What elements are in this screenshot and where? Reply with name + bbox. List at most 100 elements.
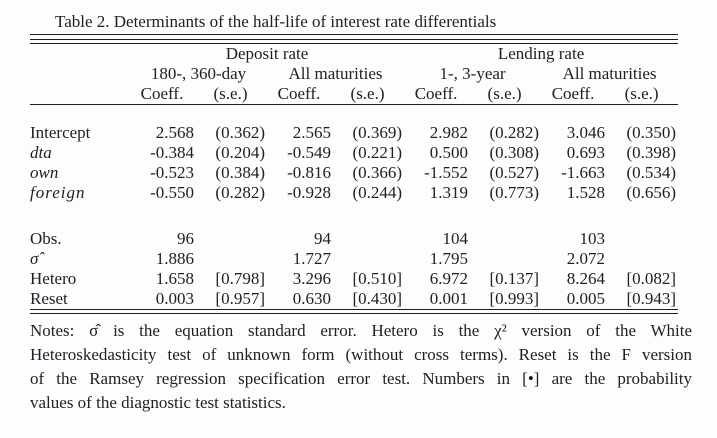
corner-cell (30, 44, 130, 64)
table-cell: (0.398) (626, 143, 677, 162)
subgroup-header-1-3-year: 1-, 3-year (439, 64, 506, 83)
group-header-row: Deposit rate Lending rate (30, 44, 678, 64)
subgroup-header-all-maturities-deposit: All maturities (288, 64, 383, 83)
table-cell (605, 229, 678, 249)
table-cell: [0.943] (626, 289, 677, 308)
table-cell: 0.500 (429, 143, 469, 162)
table-cell: 2.565 (292, 123, 331, 142)
row-label: Obs. (30, 229, 62, 248)
table-cell: 0.001 (429, 289, 469, 308)
table-cell: -1.552 (424, 163, 469, 182)
table-cell: 104 (442, 229, 469, 248)
col-header-coeff: Coeff. (551, 84, 595, 103)
table-cell: 0.630 (292, 289, 331, 308)
notes-line: Notes: σ̂ is the equation standard error… (30, 321, 692, 340)
table-cell: 2.568 (155, 123, 194, 142)
table-cell (194, 249, 267, 269)
table-cell: (0.384) (215, 163, 265, 182)
row-label: foreign (30, 183, 86, 202)
results-table: Deposit rate Lending rate 180-, 360-day … (30, 44, 679, 310)
row-label: Hetero (30, 269, 77, 288)
table-cell: (0.282) (489, 123, 540, 142)
table-cell (605, 249, 678, 269)
notes-line: values of the diagnostic test statistics… (30, 393, 286, 412)
table-cell: 2.982 (429, 123, 469, 142)
table-title: Table 2. Determinants of the half-life o… (30, 12, 678, 35)
group-header-lending-rate: Lending rate (497, 44, 585, 63)
table-cell (468, 229, 541, 249)
table-cell: 6.972 (429, 269, 469, 288)
row-label: Intercept (30, 123, 91, 142)
table-cell: 1.319 (429, 183, 469, 202)
table-cell: 103 (579, 229, 606, 248)
table-cell: 0.003 (155, 289, 194, 308)
table-cell (331, 229, 404, 249)
table-header: Deposit rate Lending rate 180-, 360-day … (30, 44, 679, 105)
table-cell: (0.244) (352, 183, 403, 202)
notes-line: Heteroskedasticity test of unknown form … (30, 345, 692, 364)
table-cell: [0.993] (489, 289, 540, 308)
table-row-obs: Obs. 96 94 104 103 (30, 229, 678, 249)
table-cell: 94 (314, 229, 331, 248)
table-cell: (0.221) (352, 143, 403, 162)
table-cell: [0.082] (626, 269, 677, 288)
table-cell: (0.369) (352, 123, 403, 142)
table-notes: Notes: σ̂ is the equation standard error… (30, 319, 692, 415)
top-double-rule (30, 39, 678, 44)
table-cell: (0.656) (626, 183, 677, 202)
col-header-se: (s.e.) (213, 84, 248, 103)
corner-cell (30, 64, 130, 84)
row-label: own (30, 163, 59, 182)
col-header-se: (s.e.) (350, 84, 385, 103)
corner-cell (30, 84, 130, 105)
table-cell: (0.204) (215, 143, 265, 162)
table-cell: [0.430] (352, 289, 403, 308)
spacer-row (30, 203, 678, 229)
table-row-sigma-hat: σ̂ 1.886 1.727 1.795 2.072 (30, 249, 678, 269)
col-header-coeff: Coeff. (277, 84, 321, 103)
table-cell (194, 229, 267, 249)
table-cell: (0.362) (215, 123, 265, 142)
table-cell: (0.308) (489, 143, 540, 162)
col-header-se: (s.e.) (624, 84, 659, 103)
table-cell: 1.795 (429, 249, 469, 268)
table-cell (331, 249, 404, 269)
table-cell: -1.663 (561, 163, 606, 182)
group-header-deposit-rate: Deposit rate (225, 44, 309, 63)
spacer-row (30, 105, 678, 124)
table-cell: (0.773) (489, 183, 540, 202)
table-row-intercept: Intercept 2.568 (0.362) 2.565 (0.369) 2.… (30, 123, 678, 143)
measure-header-row: Coeff. (s.e.) Coeff. (s.e.) Coeff. (s.e.… (30, 84, 679, 105)
table-cell: 1.658 (155, 269, 194, 288)
subgroup-header-180-360-day: 180-, 360-day (150, 64, 247, 83)
table-cell: (0.282) (215, 183, 265, 202)
table-cell: -0.928 (287, 183, 331, 202)
table-row-foreign: foreign -0.550 (0.282) -0.928 (0.244) 1.… (30, 183, 678, 203)
subgroup-header-row: 180-, 360-day All maturities 1-, 3-year … (30, 64, 678, 84)
table-cell (468, 249, 541, 269)
table-body: Intercept 2.568 (0.362) 2.565 (0.369) 2.… (30, 105, 678, 310)
table-cell: [0.798] (215, 269, 265, 288)
table-cell: 1.528 (566, 183, 606, 202)
row-label: σ̂ (30, 249, 39, 268)
row-label: Reset (30, 289, 68, 308)
table-row-dta: dta -0.384 (0.204) -0.549 (0.221) 0.500 … (30, 143, 678, 163)
table-cell: 3.046 (566, 123, 606, 142)
col-header-se: (s.e.) (487, 84, 522, 103)
table-cell: -0.816 (287, 163, 331, 182)
col-header-coeff: Coeff. (414, 84, 458, 103)
table-cell: 2.072 (566, 249, 606, 268)
col-header-coeff: Coeff. (140, 84, 184, 103)
subgroup-header-all-maturities-lending: All maturities (562, 64, 657, 83)
table-cell: (0.366) (352, 163, 403, 182)
table-cell: 3.296 (292, 269, 331, 288)
table-row-hetero: Hetero 1.658 [0.798] 3.296 [0.510] 6.972… (30, 269, 678, 289)
table-cell: -0.384 (150, 143, 194, 162)
table-cell: -0.523 (150, 163, 194, 182)
table-row-own: own -0.523 (0.384) -0.816 (0.366) -1.552… (30, 163, 678, 183)
table-cell: 1.727 (292, 249, 331, 268)
table-cell: -0.550 (150, 183, 194, 202)
table-cell: (0.350) (626, 123, 677, 142)
row-label: dta (30, 143, 52, 162)
